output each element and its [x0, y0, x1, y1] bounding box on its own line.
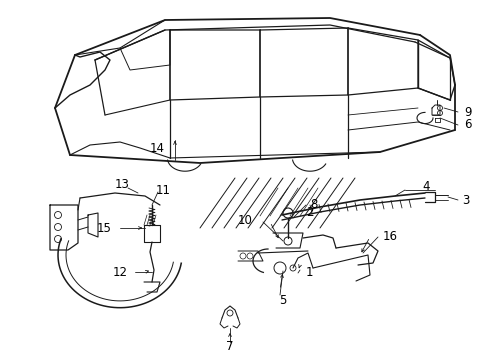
- Text: 1: 1: [305, 266, 313, 279]
- Text: 10: 10: [238, 213, 252, 226]
- Text: 14: 14: [150, 141, 164, 154]
- Text: 5: 5: [279, 293, 286, 306]
- Text: 15: 15: [97, 221, 112, 234]
- Text: 9: 9: [463, 105, 470, 118]
- Text: 6: 6: [463, 118, 470, 131]
- Text: 12: 12: [113, 266, 128, 279]
- Text: 3: 3: [461, 194, 468, 207]
- Text: 2: 2: [305, 206, 313, 219]
- Text: 7: 7: [226, 341, 233, 354]
- Text: 13: 13: [114, 179, 129, 192]
- Text: 11: 11: [155, 184, 170, 197]
- Text: 16: 16: [382, 230, 397, 243]
- Text: 4: 4: [422, 180, 429, 194]
- Text: 8: 8: [309, 198, 317, 211]
